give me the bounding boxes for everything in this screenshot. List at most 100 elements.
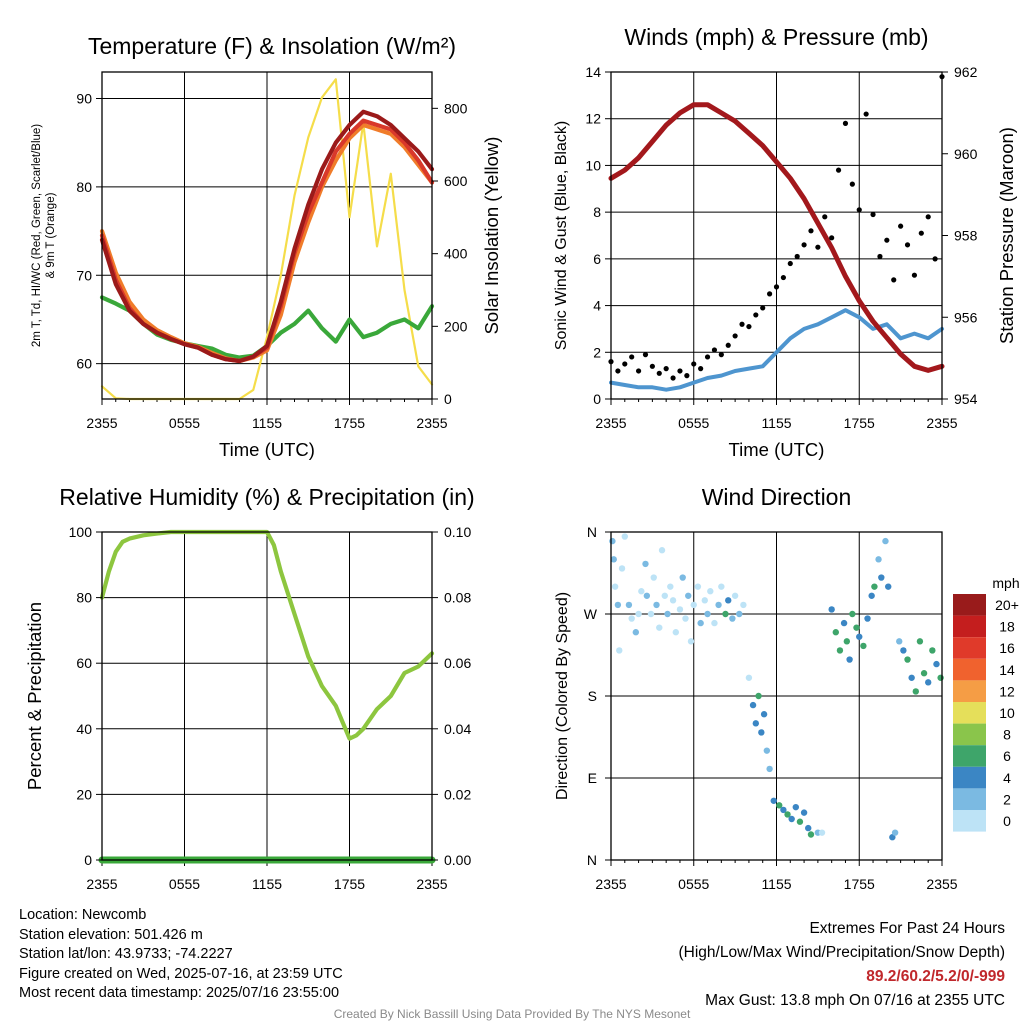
gust-point — [739, 321, 745, 327]
gust-point — [842, 120, 849, 126]
y2-tick-label: 0.04 — [444, 721, 471, 737]
x-axis-title: Time (UTC) — [729, 439, 825, 460]
direction-point — [672, 629, 680, 636]
legend-swatch — [953, 766, 986, 789]
x-tick-label: 2355 — [926, 415, 957, 431]
direction-point — [846, 656, 853, 663]
x-tick-label: 1755 — [844, 876, 875, 892]
y2-tick-label: 960 — [954, 146, 978, 162]
legend-title: mph — [992, 575, 1019, 591]
humidity-precip-panel: 2355 0555 1155 1755 2355 Relative Humidity (%… — [24, 484, 475, 892]
temperature-panel: 2355 0555 1155 1755 2355 Time (UTC) Temperatur… — [31, 33, 502, 460]
direction-point — [885, 583, 892, 590]
y2-tick-label: 962 — [954, 64, 978, 80]
direction-point — [682, 615, 689, 622]
y2-tick-label: 400 — [444, 246, 468, 262]
direction-point — [697, 619, 704, 627]
direction-point — [618, 565, 626, 572]
gust-point — [704, 354, 711, 360]
y2-tick-label: 954 — [954, 391, 978, 407]
direction-point — [635, 610, 642, 618]
direction-point — [667, 583, 674, 590]
direction-point — [776, 802, 783, 809]
y-tick-label: 6 — [593, 251, 601, 267]
chart-title: Temperature (F) & Insolation (W/m²) — [88, 33, 456, 59]
x-tick-label: 1155 — [761, 415, 791, 431]
rh-line — [99, 529, 435, 741]
x-tick-label: 1155 — [761, 876, 791, 892]
direction-point — [784, 811, 791, 818]
x-tick-label: 1155 — [252, 415, 282, 431]
legend-label: 16 — [999, 640, 1015, 656]
y2-tick-label: 0.10 — [444, 524, 471, 540]
direction-point — [701, 597, 708, 604]
direction-point — [669, 597, 677, 604]
direction-point — [828, 606, 835, 613]
wind-pressure-panel: 2355 0555 1155 1755 2355 Time (UTC) Winds (mph… — [553, 24, 1017, 460]
direction-point — [912, 688, 919, 695]
direction-point — [937, 674, 944, 681]
plot-frame — [101, 531, 433, 861]
gust-point — [767, 291, 773, 297]
direction-point — [871, 583, 878, 590]
direction-point — [610, 556, 617, 563]
y-tick-label: S — [588, 688, 597, 704]
gust-point — [670, 375, 676, 381]
y-tick-label: 8 — [593, 204, 601, 220]
x-tick-label: 2355 — [86, 415, 117, 431]
direction-point — [661, 592, 668, 599]
direction-point — [704, 610, 711, 618]
x-tick-label: 2355 — [926, 876, 957, 892]
gust-point — [911, 272, 918, 278]
direction-point — [840, 619, 848, 627]
direction-point — [763, 747, 771, 754]
gust-point — [835, 167, 842, 173]
gust-point — [904, 242, 911, 248]
direction-point — [908, 674, 915, 681]
direction-point — [818, 829, 826, 836]
x-axis-title: Time (UTC) — [219, 439, 315, 460]
direction-point — [694, 583, 702, 590]
direction-point — [740, 601, 747, 609]
gust-point — [663, 366, 669, 372]
gust-point — [877, 253, 883, 260]
x-tick-label: 0555 — [169, 876, 200, 892]
y-tick-label: 100 — [69, 524, 93, 540]
direction-point — [868, 592, 875, 599]
gust-point — [635, 368, 642, 374]
plot-frame — [101, 71, 433, 400]
legend-label: 14 — [999, 662, 1015, 678]
x-tick-label: 1755 — [844, 415, 875, 431]
y2-tick-label: 958 — [954, 228, 978, 244]
direction-point — [736, 610, 743, 618]
direction-point — [770, 797, 777, 804]
direction-point — [920, 670, 928, 677]
legend-swatch — [953, 810, 986, 832]
direction-point — [849, 610, 856, 618]
direction-point — [807, 831, 815, 838]
direction-point — [749, 701, 757, 709]
x-tick-label: 0555 — [678, 415, 709, 431]
direction-point — [836, 647, 844, 654]
gust-point — [698, 366, 704, 372]
direction-point — [621, 533, 628, 540]
y-tick-label: 2 — [593, 344, 601, 360]
y-tick-label: N — [587, 852, 597, 868]
legend-label: 10 — [999, 705, 1015, 721]
recent-data-text: Most recent data timestamp: 2025/07/16 2… — [19, 985, 340, 1002]
direction-point — [647, 610, 655, 618]
legend-label: 0 — [1003, 813, 1011, 829]
pressure-line — [608, 102, 945, 373]
gust-point — [677, 368, 683, 374]
direction-point — [676, 606, 684, 613]
direction-point — [745, 674, 753, 681]
y-tick-label: 70 — [76, 267, 92, 283]
direction-point — [628, 615, 635, 622]
gust-point — [787, 260, 793, 267]
gust-point — [918, 230, 924, 236]
direction-point — [856, 633, 863, 640]
wind-line — [609, 308, 944, 392]
legend-label: 12 — [999, 683, 1015, 699]
gust-point — [656, 370, 662, 376]
direction-point — [643, 592, 651, 599]
